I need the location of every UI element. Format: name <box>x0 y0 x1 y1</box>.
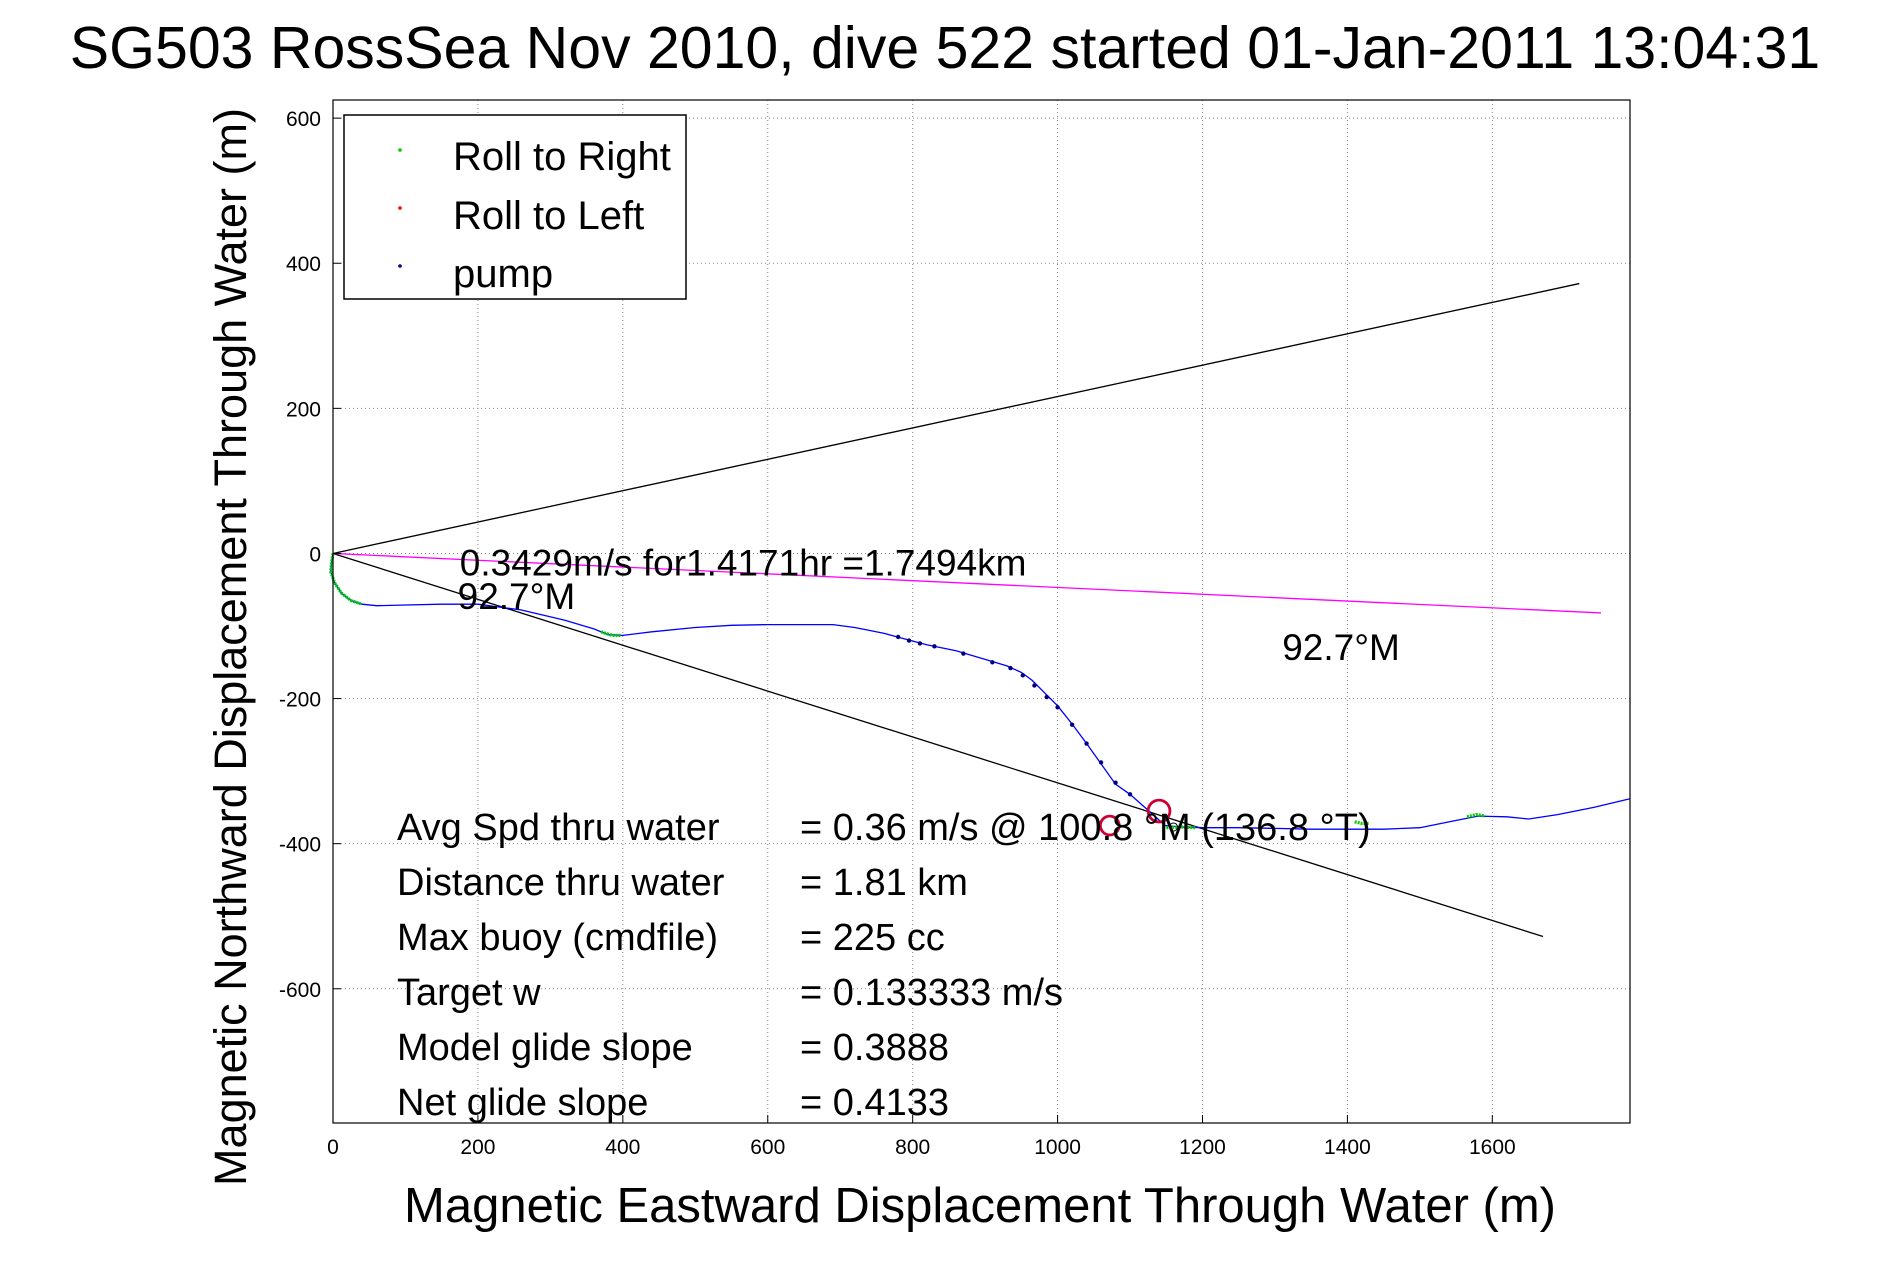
reference-line-2 <box>332 552 1602 614</box>
roll-right-segment <box>1354 820 1370 826</box>
plot-frame <box>332 99 1631 1124</box>
y-tick-label: -200 <box>279 689 321 712</box>
reference-line-1 <box>332 552 1544 938</box>
stat-label: Target w <box>397 972 541 1014</box>
annotation-1: 92.7°M <box>458 576 576 617</box>
pump-point <box>1044 694 1049 700</box>
stat-label: Distance thru water <box>397 862 725 904</box>
reference-line-0 <box>332 282 1580 555</box>
stat-label: Max buoy (cmdfile) <box>397 917 718 959</box>
end-marker <box>1169 822 1179 832</box>
pump-point <box>961 651 966 656</box>
x-tick-label: 1400 <box>1324 1136 1371 1159</box>
chart-title: SG503 RossSea Nov 2010, dive 522 started… <box>70 15 1820 81</box>
stat-value: = 225 cc <box>800 917 945 959</box>
stat-value: = 0.133333 m/s <box>800 972 1063 1014</box>
roll-right-segment <box>600 630 622 638</box>
x-tick-label: 1000 <box>1034 1136 1081 1159</box>
stat-value: = 0.3888 <box>800 1027 949 1069</box>
y-tick-label: 200 <box>286 398 321 421</box>
pump-point <box>917 641 923 646</box>
y-axis-label: Magnetic Northward Displacement Through … <box>205 108 256 1186</box>
pump-point <box>1069 722 1075 727</box>
pump-point <box>1084 741 1089 746</box>
legend-label-roll-left: Roll to Left <box>453 194 644 238</box>
annotation-0: 0.3429m/s for1.4171hr =1.7494km <box>460 543 1027 584</box>
x-tick-label: 1200 <box>1179 1136 1226 1159</box>
x-tick-label: 1600 <box>1469 1136 1516 1159</box>
annotations: 0.3429m/s for1.4171hr =1.7494km92.7°M92.… <box>458 543 1400 668</box>
stats-block: Avg Spd thru water = 0.36 m/s @ 100.8 °M … <box>397 807 1371 1124</box>
pump-point <box>1098 760 1104 765</box>
axes-frame <box>332 99 1631 1124</box>
roll-right-segment <box>1466 812 1486 819</box>
roll-left-loop <box>1098 814 1121 837</box>
pump-point <box>1008 665 1013 671</box>
pump-point <box>990 660 995 665</box>
stat-label: Net glide slope <box>397 1082 648 1124</box>
legend-label-pump: pump <box>453 252 553 296</box>
legend-marker-roll-right <box>398 148 402 152</box>
annotation-2: 92.7°M <box>1282 627 1400 668</box>
x-tick-label: 0 <box>327 1136 339 1159</box>
stat-label: Model glide slope <box>397 1027 693 1069</box>
stat-label: Avg Spd thru water <box>397 807 720 849</box>
pump-point <box>1020 673 1026 678</box>
y-tick-label: 600 <box>286 108 321 131</box>
stat-value: = 0.36 m/s @ 100.8 °M (136.8 °T) <box>800 807 1371 849</box>
legend-marker-roll-left <box>398 206 402 210</box>
reference-lines <box>332 282 1602 938</box>
y-tick-label: -600 <box>279 979 321 1002</box>
legend-marker-pump <box>398 264 402 268</box>
stat-value: = 0.4133 <box>800 1082 949 1124</box>
track-line <box>330 553 1631 830</box>
pump-point <box>906 638 912 643</box>
pump-point <box>1127 792 1133 797</box>
tick-labels: 0 200 400 600 800 1000 1200 1400 1600 600 400 200 0 -… <box>279 108 1516 1159</box>
y-tick-label: 0 <box>309 543 321 566</box>
pump-point <box>1113 780 1118 785</box>
pump-point <box>932 644 937 649</box>
x-axis-label: Magnetic Eastward Displacement Through W… <box>404 1179 1556 1233</box>
x-tick-label: 600 <box>750 1136 785 1159</box>
pump-point <box>895 634 901 640</box>
stat-value: = 1.81 km <box>800 862 968 904</box>
legend: Roll to Right Roll to Left pump <box>343 114 687 300</box>
y-tick-label: 400 <box>286 253 321 276</box>
y-tick-label: -400 <box>279 834 321 857</box>
roll-right-segment <box>1166 825 1196 830</box>
track-layer <box>329 553 1631 837</box>
x-tick-label: 800 <box>895 1136 930 1159</box>
legend-label-roll-right: Roll to Right <box>453 135 671 179</box>
roll-right-segment <box>329 553 363 606</box>
roll-left-loop <box>1146 798 1172 824</box>
grid-lines <box>332 100 1630 1123</box>
pump-point <box>1032 683 1037 688</box>
pump-point <box>1055 705 1060 710</box>
x-tick-label: 400 <box>605 1136 640 1159</box>
x-tick-label: 200 <box>460 1136 495 1159</box>
